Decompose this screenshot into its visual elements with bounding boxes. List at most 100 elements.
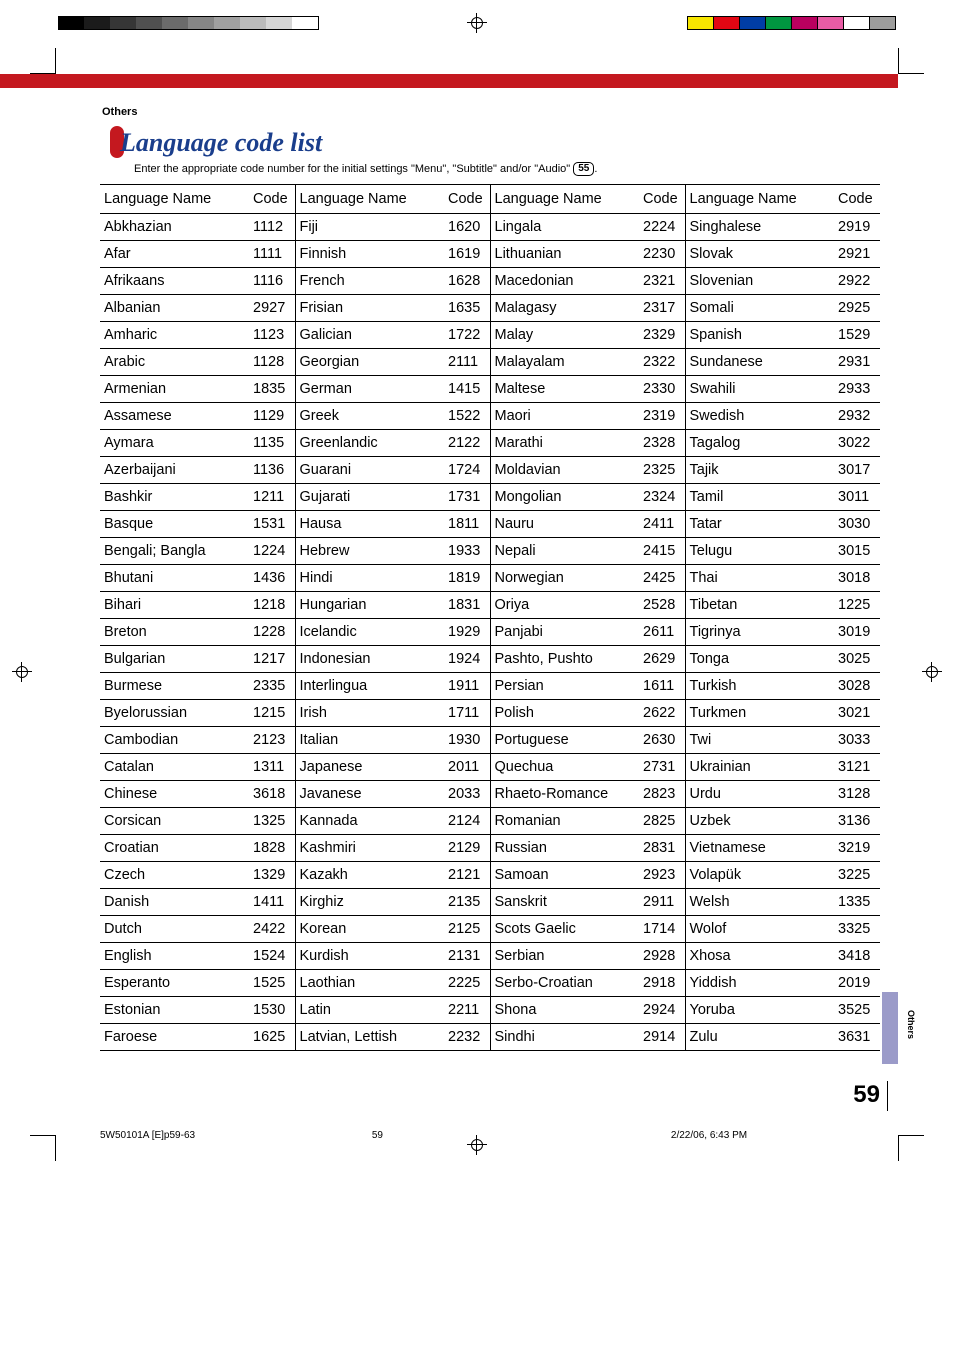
language-name: Maori: [490, 403, 639, 430]
table-row: Bihari1218Hungarian1831Oriya2528Tibetan1…: [100, 592, 880, 619]
language-code: 1724: [444, 457, 490, 484]
language-code: 3525: [834, 997, 880, 1024]
language-name: Bhutani: [100, 565, 249, 592]
language-code: 3618: [249, 781, 295, 808]
language-code: 2924: [639, 997, 685, 1024]
language-code: 1611: [639, 673, 685, 700]
language-name: Croatian: [100, 835, 249, 862]
language-code: 1911: [444, 673, 490, 700]
language-name: Albanian: [100, 295, 249, 322]
language-name: Malay: [490, 322, 639, 349]
language-code: 1625: [249, 1024, 295, 1051]
language-name: Korean: [295, 916, 444, 943]
table-row: Afar1111Finnish1619Lithuanian2230Slovak2…: [100, 241, 880, 268]
language-name: Gujarati: [295, 484, 444, 511]
language-code: 2422: [249, 916, 295, 943]
language-name: Mongolian: [490, 484, 639, 511]
language-code: 1415: [444, 376, 490, 403]
crop-mark: [898, 48, 924, 74]
language-name: Cambodian: [100, 727, 249, 754]
language-name: Arabic: [100, 349, 249, 376]
language-code: 1811: [444, 511, 490, 538]
language-code: 2122: [444, 430, 490, 457]
language-code: 2131: [444, 943, 490, 970]
language-name: Corsican: [100, 808, 249, 835]
language-name: Guarani: [295, 457, 444, 484]
language-code: 1111: [249, 241, 295, 268]
language-code: 2019: [834, 970, 880, 997]
language-code: 2425: [639, 565, 685, 592]
language-name: Swedish: [685, 403, 834, 430]
language-name: Ukrainian: [685, 754, 834, 781]
language-code: 2124: [444, 808, 490, 835]
language-name: Romanian: [490, 808, 639, 835]
language-name: Maltese: [490, 376, 639, 403]
language-code: 3418: [834, 943, 880, 970]
language-code: 1835: [249, 376, 295, 403]
table-row: Chinese3618Javanese2033Rhaeto-Romance282…: [100, 781, 880, 808]
language-code: 1714: [639, 916, 685, 943]
language-code: 1135: [249, 430, 295, 457]
table-row: Amharic1123Galician1722Malay2329Spanish1…: [100, 322, 880, 349]
language-code: 2919: [834, 214, 880, 241]
registration-mark-right: [922, 672, 942, 692]
language-code: 2211: [444, 997, 490, 1024]
language-code: 1522: [444, 403, 490, 430]
language-name: Fiji: [295, 214, 444, 241]
language-code-table: Language Name Code Language Name Code La…: [100, 184, 880, 1051]
language-code: 1933: [444, 538, 490, 565]
language-name: Norwegian: [490, 565, 639, 592]
language-name: Scots Gaelic: [490, 916, 639, 943]
section-label: Others: [102, 106, 880, 118]
language-name: Marathi: [490, 430, 639, 457]
language-code: 2225: [444, 970, 490, 997]
language-name: Macedonian: [490, 268, 639, 295]
language-code: 1136: [249, 457, 295, 484]
language-code: 3011: [834, 484, 880, 511]
language-code: 2319: [639, 403, 685, 430]
language-code: 2335: [249, 673, 295, 700]
language-code: 2111: [444, 349, 490, 376]
footer-file: 5W50101A [E]p59-63: [100, 1130, 372, 1141]
table-row: Czech1329Kazakh2121Samoan2923Volapük3225: [100, 862, 880, 889]
language-name: Kashmiri: [295, 835, 444, 862]
side-tab: [882, 992, 898, 1064]
crop-mark: [30, 1135, 56, 1161]
subtitle-text-pre: Enter the appropriate code number for th…: [134, 163, 573, 175]
language-name: Yiddish: [685, 970, 834, 997]
table-header-row: Language Name Code Language Name Code La…: [100, 185, 880, 214]
language-code: 1436: [249, 565, 295, 592]
language-code: 3128: [834, 781, 880, 808]
table-row: Estonian1530Latin2211Shona2924Yoruba3525: [100, 997, 880, 1024]
language-name: Byelorussian: [100, 700, 249, 727]
language-name: Malayalam: [490, 349, 639, 376]
language-code: 1335: [834, 889, 880, 916]
language-code: 2324: [639, 484, 685, 511]
language-name: Basque: [100, 511, 249, 538]
table-row: Croatian1828Kashmiri2129Russian2831Vietn…: [100, 835, 880, 862]
language-name: Czech: [100, 862, 249, 889]
language-name: Serbian: [490, 943, 639, 970]
language-name: Rhaeto-Romance: [490, 781, 639, 808]
language-name: Tamil: [685, 484, 834, 511]
language-name: Frisian: [295, 295, 444, 322]
language-name: Turkish: [685, 673, 834, 700]
table-row: Faroese1625Latvian, Lettish2232Sindhi291…: [100, 1024, 880, 1051]
language-code: 2135: [444, 889, 490, 916]
language-name: Sundanese: [685, 349, 834, 376]
language-name: Telugu: [685, 538, 834, 565]
language-name: Slovenian: [685, 268, 834, 295]
language-code: 2928: [639, 943, 685, 970]
table-row: Abkhazian1112Fiji1620Lingala2224Singhale…: [100, 214, 880, 241]
language-code: 2325: [639, 457, 685, 484]
language-name: Zulu: [685, 1024, 834, 1051]
language-name: Yoruba: [685, 997, 834, 1024]
language-code: 2731: [639, 754, 685, 781]
language-code: 3631: [834, 1024, 880, 1051]
header-accent-bar: [0, 74, 898, 88]
language-code: 2528: [639, 592, 685, 619]
language-name: Abkhazian: [100, 214, 249, 241]
table-row: Afrikaans1116French1628Macedonian2321Slo…: [100, 268, 880, 295]
table-row: Azerbaijani1136Guarani1724Moldavian2325T…: [100, 457, 880, 484]
language-name: Laothian: [295, 970, 444, 997]
